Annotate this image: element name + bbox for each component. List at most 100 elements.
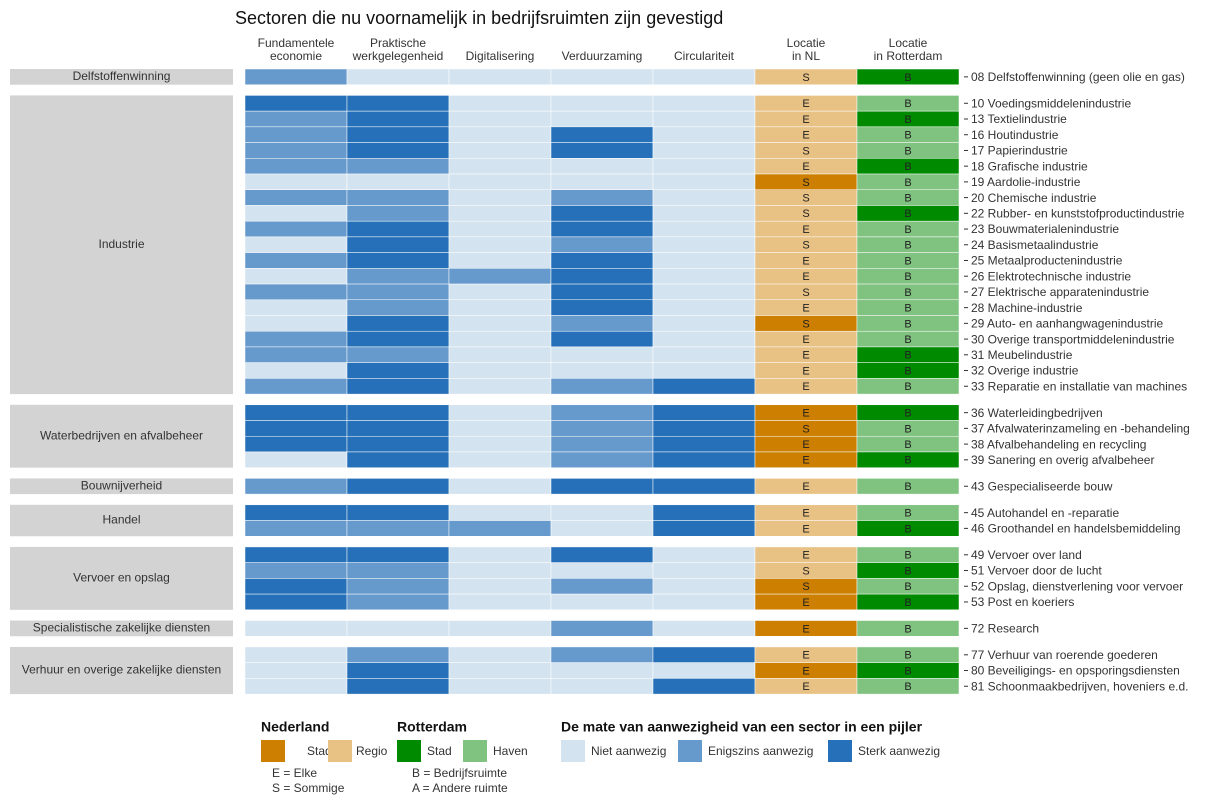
legend-label: Niet aanwezig — [591, 744, 666, 758]
nl-code: S — [802, 581, 809, 593]
row-label: 72 Research — [971, 622, 1039, 636]
cell — [652, 420, 756, 437]
row-label: 23 Bouwmaterialenindustrie — [971, 222, 1119, 236]
cell — [244, 205, 348, 222]
cell — [448, 299, 552, 316]
cell — [448, 562, 552, 579]
rdam-cell — [856, 593, 960, 611]
cell — [448, 662, 552, 679]
cell — [448, 362, 552, 379]
cell — [244, 236, 348, 253]
nl-code: E — [802, 623, 809, 635]
cell — [244, 404, 348, 421]
nl-code: S — [802, 240, 809, 252]
cell — [346, 110, 450, 128]
cell — [652, 173, 756, 190]
cell — [652, 205, 756, 222]
cell — [448, 205, 552, 222]
nl-code: S — [802, 72, 809, 84]
rdam-code: B — [904, 523, 911, 535]
rdam-code: B — [904, 208, 911, 220]
rdam-code: B — [904, 193, 911, 205]
cell — [652, 562, 756, 579]
row-label: 22 Rubber- en kunststofproductindustrie — [971, 206, 1185, 220]
rdam-code: B — [904, 114, 911, 126]
cell — [346, 562, 450, 579]
nl-code: E — [802, 130, 809, 142]
cell — [550, 404, 654, 421]
cell — [346, 678, 450, 695]
rdam-code: B — [904, 72, 911, 84]
legend-swatch — [397, 740, 421, 762]
cell — [346, 451, 450, 468]
cell — [346, 420, 450, 437]
cell — [550, 593, 654, 611]
legend-swatch — [678, 740, 702, 762]
rdam-code: B — [904, 350, 911, 362]
row-label: 77 Verhuur van roerende goederen — [971, 648, 1158, 662]
cell — [448, 252, 552, 269]
nl-code: S — [802, 565, 809, 577]
legend-code: S = Sommige — [272, 781, 345, 795]
cell — [448, 478, 552, 495]
cell — [550, 478, 654, 495]
cell — [652, 646, 756, 663]
cell — [652, 362, 756, 379]
rdam-code: B — [904, 177, 911, 189]
group-label: Specialistische zakelijke diensten — [33, 621, 210, 635]
cell — [448, 220, 552, 238]
cell — [346, 362, 450, 379]
cell — [550, 620, 654, 637]
cell — [550, 220, 654, 238]
rdam-code: B — [904, 381, 911, 393]
cell — [448, 520, 552, 537]
cell — [346, 189, 450, 206]
cell — [346, 268, 450, 285]
row-label: 30 Overige transportmiddelenindustrie — [971, 332, 1175, 346]
legend-label: Stad — [307, 744, 332, 758]
rdam-code: B — [904, 161, 911, 173]
cell — [244, 299, 348, 316]
cell — [244, 362, 348, 379]
rdam-cell — [856, 451, 960, 468]
cell — [652, 678, 756, 695]
rdam-code: B — [904, 681, 911, 693]
nl-code: E — [802, 650, 809, 662]
cell — [652, 520, 756, 537]
cell — [448, 110, 552, 128]
nl-code: S — [802, 208, 809, 220]
cell — [244, 142, 348, 159]
cell — [652, 158, 756, 175]
row-label: 51 Vervoer door de lucht — [971, 564, 1102, 578]
rdam-code: B — [904, 550, 911, 562]
cell — [244, 520, 348, 537]
column-header: Verduurzaming — [562, 49, 643, 63]
group-label: Vervoer en opslag — [73, 571, 170, 585]
rdam-cell — [856, 68, 960, 85]
row-label: 80 Beveiligings- en opsporingsdiensten — [971, 664, 1180, 678]
cell — [244, 220, 348, 238]
row-label: 10 Voedingsmiddelenindustrie — [971, 96, 1131, 110]
row-label: 38 Afvalbehandeling en recycling — [971, 437, 1146, 451]
rdam-code: B — [904, 439, 911, 451]
cell — [550, 189, 654, 206]
cell — [550, 158, 654, 175]
rdam-code: B — [904, 623, 911, 635]
rdam-cell — [856, 620, 960, 637]
row-label: 19 Aardolie-industrie — [971, 175, 1081, 189]
nl-code: S — [802, 177, 809, 189]
row-label: 46 Groothandel en handelsbemiddeling — [971, 522, 1181, 536]
nl-code: E — [802, 255, 809, 267]
rdam-code: B — [904, 287, 911, 299]
column-header: Locatie — [889, 36, 928, 50]
nl-code: E — [802, 408, 809, 420]
cell — [448, 315, 552, 332]
cell — [652, 404, 756, 421]
cell — [244, 268, 348, 285]
cell — [448, 378, 552, 395]
cell — [244, 189, 348, 206]
cell — [448, 158, 552, 175]
cell — [550, 378, 654, 395]
row-label: 17 Papierindustrie — [971, 144, 1068, 158]
rdam-code: B — [904, 145, 911, 157]
